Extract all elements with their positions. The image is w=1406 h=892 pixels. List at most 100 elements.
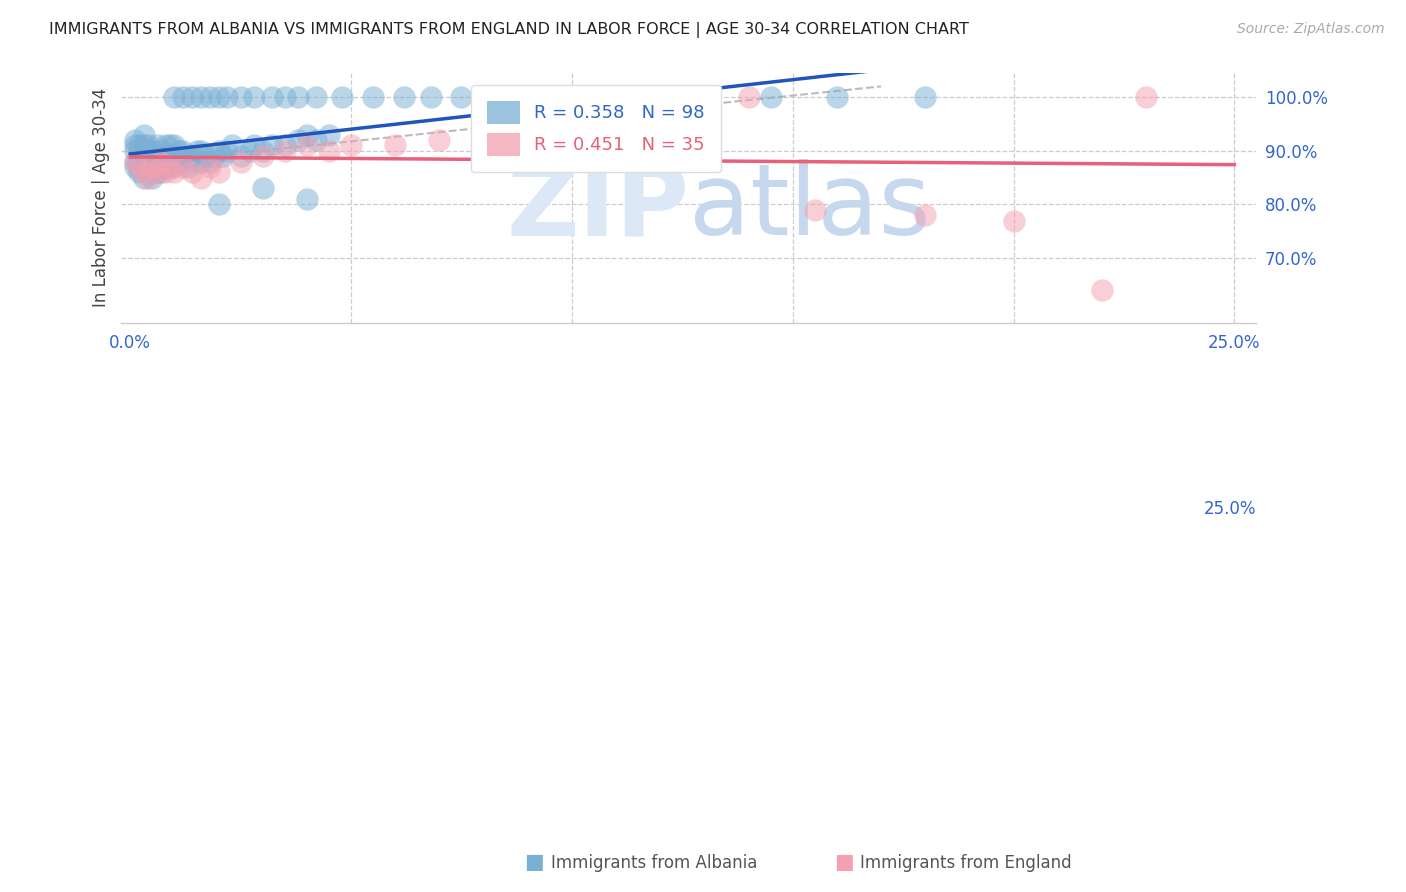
Point	[274, 138, 297, 153]
Point	[132, 170, 155, 185]
Point	[238, 144, 260, 158]
Point	[287, 90, 309, 104]
Point	[132, 160, 155, 174]
Point	[128, 144, 150, 158]
Point	[124, 154, 146, 169]
Point	[132, 128, 155, 142]
Point	[190, 144, 212, 158]
Point	[516, 122, 538, 136]
Point	[186, 144, 208, 158]
Point	[207, 144, 229, 158]
Text: Immigrants from Albania: Immigrants from Albania	[551, 855, 758, 872]
Point	[159, 160, 181, 174]
Point	[124, 133, 146, 147]
Point	[194, 149, 217, 163]
Text: 25.0%: 25.0%	[1204, 500, 1257, 517]
Point	[198, 90, 221, 104]
Point	[229, 149, 252, 163]
Point	[155, 149, 177, 163]
Point	[163, 165, 186, 179]
Point	[605, 106, 627, 120]
Point	[167, 154, 190, 169]
Text: ■: ■	[524, 853, 544, 872]
Point	[260, 90, 283, 104]
Point	[650, 95, 672, 110]
Point	[419, 90, 441, 104]
Point	[243, 90, 266, 104]
Point	[181, 90, 204, 104]
Point	[141, 160, 163, 174]
Point	[207, 197, 229, 211]
Point	[260, 138, 283, 153]
Point	[207, 165, 229, 179]
Point	[141, 170, 163, 185]
Point	[150, 144, 173, 158]
Point	[804, 202, 827, 217]
Text: ■: ■	[834, 853, 853, 872]
Point	[146, 149, 169, 163]
Point	[229, 90, 252, 104]
Point	[163, 160, 186, 174]
Point	[132, 165, 155, 179]
Point	[167, 144, 190, 158]
Point	[217, 90, 239, 104]
Point	[516, 90, 538, 104]
Text: ZIP: ZIP	[506, 160, 689, 256]
Point	[136, 144, 159, 158]
Point	[198, 154, 221, 169]
Point	[190, 170, 212, 185]
Point	[221, 138, 243, 153]
Point	[825, 90, 848, 104]
Point	[561, 106, 583, 120]
Point	[212, 149, 235, 163]
Point	[198, 160, 221, 174]
Point	[330, 90, 353, 104]
Point	[146, 165, 169, 179]
Point	[146, 165, 169, 179]
Point	[274, 90, 297, 104]
Point	[141, 160, 163, 174]
Point	[141, 144, 163, 158]
Point	[914, 90, 936, 104]
Point	[295, 128, 318, 142]
Point	[176, 149, 198, 163]
Point	[472, 128, 495, 142]
Point	[450, 90, 472, 104]
Point	[605, 90, 627, 104]
Point	[429, 133, 451, 147]
Point	[128, 160, 150, 174]
Point	[163, 149, 186, 163]
Point	[172, 160, 194, 174]
Point	[136, 138, 159, 153]
Point	[737, 90, 759, 104]
Point	[1002, 213, 1025, 227]
Point	[136, 154, 159, 169]
Point	[146, 160, 169, 174]
Point	[190, 90, 212, 104]
Point	[181, 165, 204, 179]
Text: IMMIGRANTS FROM ALBANIA VS IMMIGRANTS FROM ENGLAND IN LABOR FORCE | AGE 30-34 CO: IMMIGRANTS FROM ALBANIA VS IMMIGRANTS FR…	[49, 22, 969, 38]
Point	[229, 154, 252, 169]
Point	[243, 138, 266, 153]
Point	[141, 149, 163, 163]
Point	[1135, 90, 1157, 104]
Point	[384, 138, 406, 153]
Point	[693, 90, 716, 104]
Point	[136, 165, 159, 179]
Point	[295, 192, 318, 206]
Point	[181, 149, 204, 163]
Point	[392, 90, 415, 104]
Point	[124, 160, 146, 174]
Point	[132, 144, 155, 158]
Point	[190, 154, 212, 169]
Point	[159, 138, 181, 153]
Y-axis label: In Labor Force | Age 30-34: In Labor Force | Age 30-34	[93, 88, 110, 308]
Point	[163, 90, 186, 104]
Point	[693, 90, 716, 104]
Point	[274, 144, 297, 158]
Point	[128, 138, 150, 153]
Point	[163, 138, 186, 153]
Point	[132, 138, 155, 153]
Point	[155, 165, 177, 179]
Text: Source: ZipAtlas.com: Source: ZipAtlas.com	[1237, 22, 1385, 37]
